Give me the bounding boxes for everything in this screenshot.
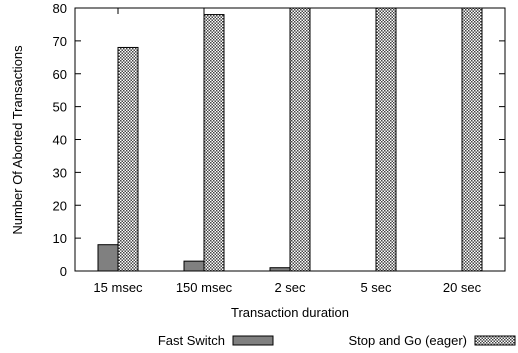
x-axis-title: Transaction duration (231, 305, 349, 320)
legend: Fast Switch Stop and Go (eager) (158, 333, 516, 348)
bar-stop-and-go (461, 7, 483, 272)
x-tick-label: 5 sec (360, 280, 392, 295)
x-axis: 15 msec 150 msec 2 sec 5 sec 20 sec (93, 8, 482, 295)
bar-stop-and-go (375, 7, 397, 272)
y-tick-label: 30 (53, 165, 67, 180)
x-tick-label: 20 sec (443, 280, 482, 295)
y-tick-label: 0 (60, 264, 67, 279)
y-axis-title: Number Of Aborted Transactions (10, 45, 25, 235)
bars-group (97, 7, 483, 272)
bar-fast-switch (183, 260, 205, 272)
y-tick-label: 70 (53, 34, 67, 49)
y-tick-label: 60 (53, 67, 67, 82)
bar-stop-and-go (117, 46, 139, 272)
y-tick-label: 20 (53, 198, 67, 213)
y-axis: 0 10 20 30 40 50 60 70 80 (53, 1, 505, 279)
x-tick-label: 15 msec (93, 280, 143, 295)
legend-label-fast-switch: Fast Switch (158, 333, 225, 348)
legend-label-stop-and-go: Stop and Go (eager) (348, 333, 467, 348)
x-tick-label: 2 sec (274, 280, 306, 295)
legend-swatch-fast-switch (232, 335, 274, 346)
bar-stop-and-go (203, 14, 225, 272)
y-tick-label: 50 (53, 100, 67, 115)
y-tick-label: 10 (53, 231, 67, 246)
bar-fast-switch (97, 244, 119, 272)
y-tick-label: 80 (53, 1, 67, 16)
y-tick-label: 40 (53, 133, 67, 148)
x-tick-label: 150 msec (176, 280, 233, 295)
bar-stop-and-go (289, 7, 311, 272)
legend-swatch-stop-and-go (474, 335, 516, 346)
